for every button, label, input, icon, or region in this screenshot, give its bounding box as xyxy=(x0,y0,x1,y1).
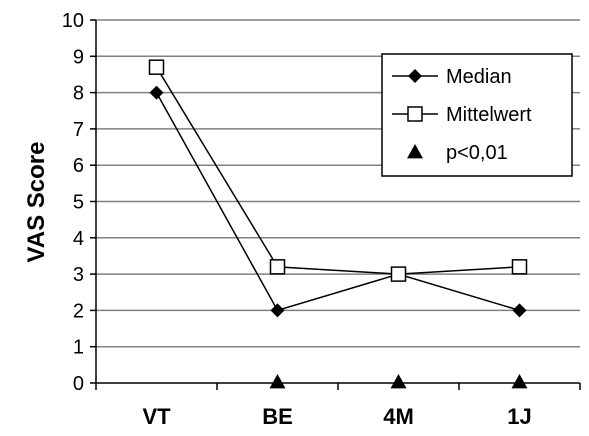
y-tick-label: 4 xyxy=(73,228,84,250)
y-tick-label: 1 xyxy=(73,337,84,359)
x-category-label: VT xyxy=(142,404,171,429)
data-point xyxy=(269,259,286,275)
data-point xyxy=(270,303,285,318)
legend-label: Mittelwert xyxy=(446,104,532,126)
y-tick-label: 6 xyxy=(73,155,84,177)
y-tick-label: 8 xyxy=(73,83,84,105)
y-tick-label: 9 xyxy=(73,46,84,68)
data-point xyxy=(512,303,527,318)
x-category-labels: VT BE 4M 1J xyxy=(142,404,531,429)
legend-label: Median xyxy=(446,66,512,88)
series-2 xyxy=(269,374,528,389)
x-category-label: 1J xyxy=(507,404,531,429)
data-point xyxy=(149,85,164,100)
data-point xyxy=(511,374,528,389)
x-category-label: BE xyxy=(262,404,293,429)
axes xyxy=(90,19,581,390)
y-tick-label: 3 xyxy=(73,264,84,286)
legend-label: p<0,01 xyxy=(446,142,508,164)
series-1 xyxy=(148,59,528,282)
data-point xyxy=(390,266,407,282)
data-point xyxy=(511,259,528,275)
legend-entry: p<0,01 xyxy=(407,142,508,164)
series-line xyxy=(155,66,520,275)
legend-marker xyxy=(407,144,423,159)
legend-marker xyxy=(408,69,422,83)
series-line xyxy=(155,92,520,312)
y-axis-label: VAS Score xyxy=(23,142,50,263)
series xyxy=(148,59,528,389)
data-point xyxy=(390,374,407,389)
y-tick-label: 5 xyxy=(73,192,84,214)
legend-entry: Median xyxy=(392,66,512,88)
data-point xyxy=(148,59,165,75)
y-tick-labels: 0 1 2 3 4 5 6 7 8 9 10 xyxy=(62,10,84,395)
legend-entry: Mittelwert xyxy=(392,104,532,126)
data-point xyxy=(269,374,286,389)
legend-marker xyxy=(407,106,423,122)
y-tick-label: 10 xyxy=(62,10,84,32)
y-tick-label: 2 xyxy=(73,300,84,322)
y-tick-label: 0 xyxy=(73,373,84,395)
y-tick-label: 7 xyxy=(73,119,84,141)
x-category-label: 4M xyxy=(383,404,414,429)
legend: Median Mittelwert p<0,01 xyxy=(381,53,573,177)
